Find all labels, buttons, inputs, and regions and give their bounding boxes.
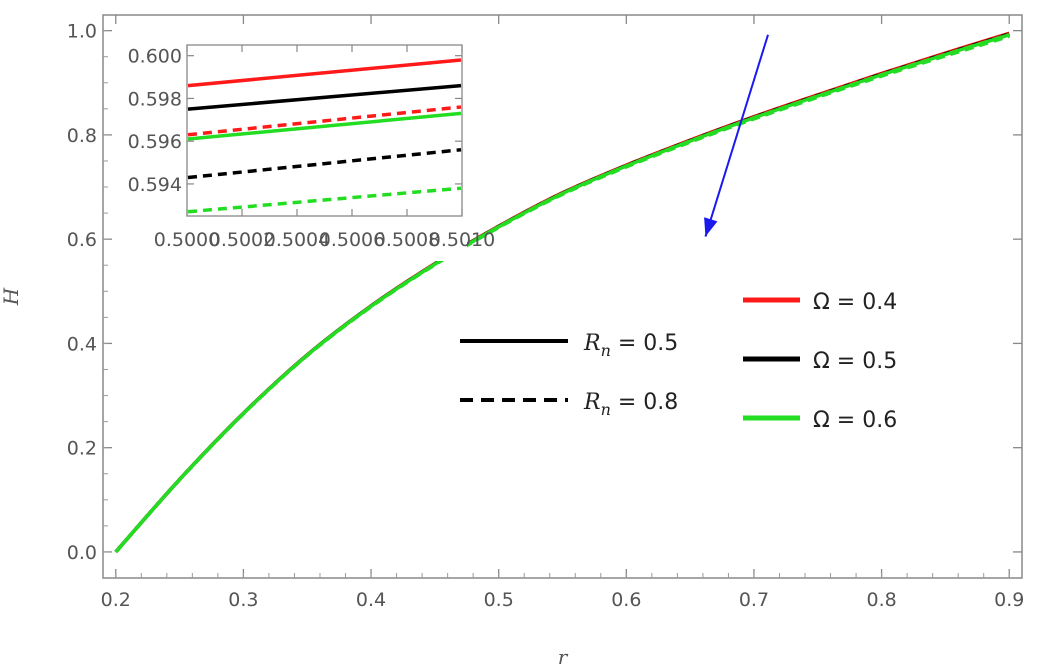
legend-label-omega: Ω = 0.4 (813, 290, 897, 315)
x-tick-label: 0.7 (739, 589, 769, 611)
inset-series-line-omega-0.5-rn-0.8 (187, 147, 462, 180)
inset-x-tick-label: 0.5000 (154, 229, 220, 251)
plot-frame (102, 14, 1023, 579)
series-line-omega-0.6-rn-0.8 (114, 34, 1010, 554)
inset-series-line-omega-0.4-rn-0.8 (187, 105, 462, 137)
inset-x-tick-label: 0.5010 (429, 229, 495, 251)
y-tick-label: 0.6 (67, 229, 97, 251)
y-tick-label: 0.4 (67, 333, 97, 355)
inset-x-tick-label: 0.5008 (374, 229, 440, 251)
inset-x-tick-label: 0.5002 (209, 229, 275, 251)
x-tick-label: 0.5 (484, 589, 514, 611)
inset-chart: 0.6000.5980.5960.5940.50000.50020.50040.… (112, 40, 495, 261)
legend-label-rn: Rn = 0.8 (583, 390, 678, 419)
x-tick-label: 0.8 (866, 589, 896, 611)
x-tick-label: 0.3 (228, 589, 258, 611)
legend-label-rn: Rn = 0.5 (583, 331, 678, 360)
x-tick-label: 0.9 (994, 589, 1024, 611)
y-axis-label: H (0, 287, 23, 306)
y-tick-label: 0.8 (67, 125, 97, 147)
legend-label-omega: Ω = 0.6 (813, 408, 897, 433)
inset-x-tick-label: 0.5006 (319, 229, 385, 251)
inset-y-tick-label: 0.598 (128, 88, 182, 110)
y-tick-label: 1.0 (67, 21, 97, 43)
inset-series-line-omega-0.5-rn-0.5 (187, 83, 462, 111)
inset-y-tick-label: 0.596 (128, 131, 182, 153)
x-tick-label: 0.4 (356, 589, 386, 611)
arrow-shaft (704, 34, 769, 237)
inset-series-line-omega-0.6-rn-0.8 (187, 186, 462, 214)
main-axes-ticks: 0.2 0.3 0.4 0.5 0.6 0.7 0.8 0.9 0.0 0.2 0.4 0.6 0.8 1… (67, 15, 1024, 611)
x-tick-label: 0.2 (101, 589, 131, 611)
trend-arrow (704, 34, 769, 237)
main-curves (114, 31, 1010, 554)
inset-series-line-omega-0.6-rn-0.5 (187, 111, 462, 141)
inset-y-tick-label: 0.594 (128, 174, 182, 196)
inset-x-tick-label: 0.5004 (264, 229, 330, 251)
x-axis-label: r (558, 645, 569, 669)
y-tick-label: 0.2 (67, 438, 97, 460)
inset-y-tick-label: 0.600 (128, 46, 182, 68)
arrow-head (704, 217, 718, 237)
legend-label-omega: Ω = 0.5 (813, 349, 897, 374)
y-tick-label: 0.0 (67, 542, 97, 564)
inset-series-line-omega-0.4-rn-0.5 (187, 58, 462, 88)
x-tick-label: 0.6 (611, 589, 641, 611)
legend: Rn = 0.5 Rn = 0.8 Ω = 0.4 Ω = 0.5 Ω = 0.6 (460, 290, 897, 433)
